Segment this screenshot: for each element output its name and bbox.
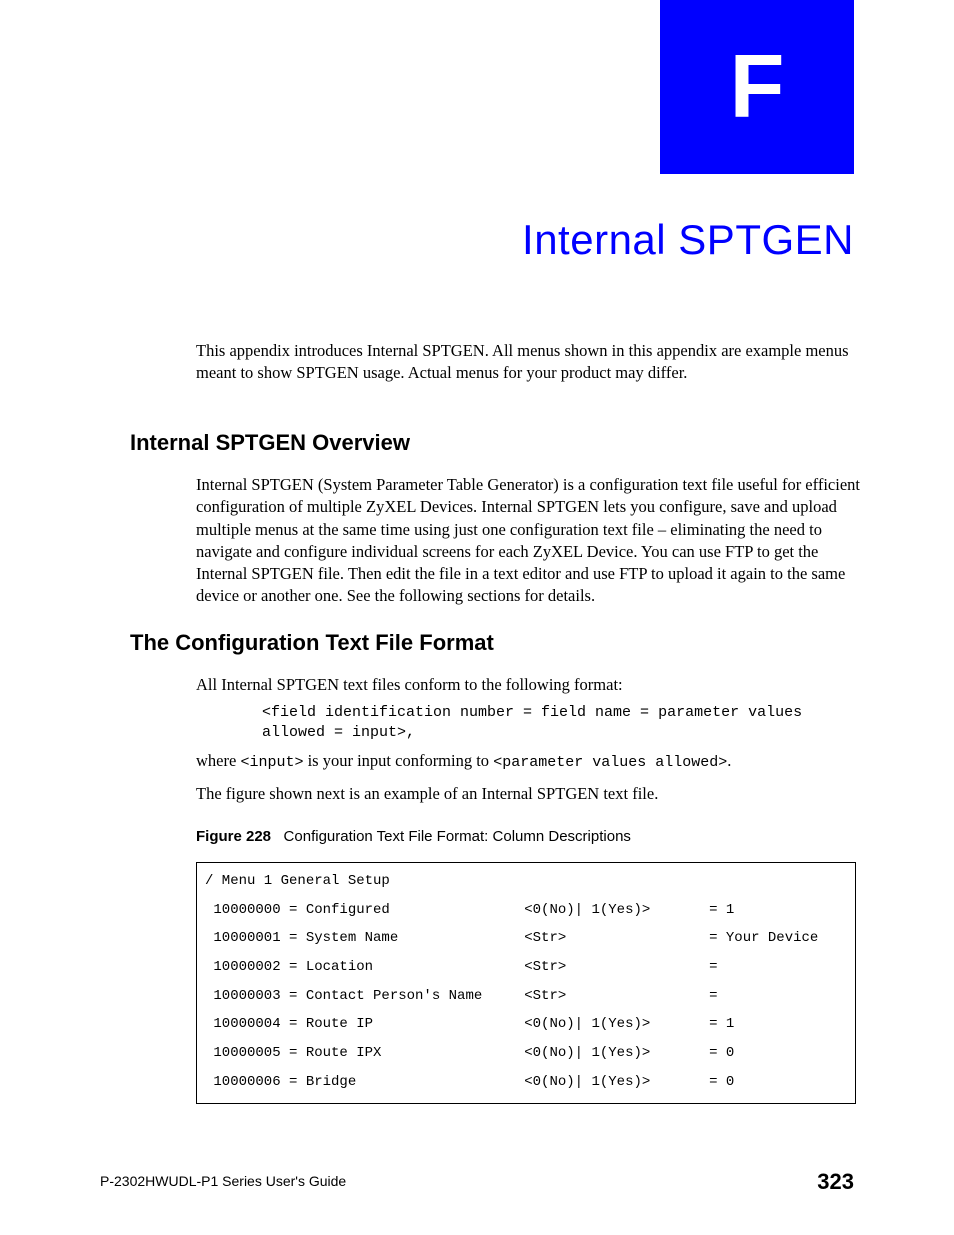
figure-caption-text: Configuration Text File Format: Column D… — [284, 828, 631, 845]
footer-page-number: 323 — [817, 1169, 854, 1195]
page: F Internal SPTGEN This appendix introduc… — [0, 0, 954, 1235]
where-code-allowed: <parameter values allowed> — [493, 754, 727, 771]
where-prefix: where — [196, 751, 240, 770]
chapter-title: Internal SPTGEN — [522, 216, 854, 264]
appendix-letter: F — [730, 37, 785, 137]
appendix-letter-box: F — [660, 0, 854, 174]
config-text-file-box: / Menu 1 General Setup 10000000 = Config… — [196, 862, 856, 1104]
where-mid: is your input conforming to — [303, 751, 493, 770]
section-heading-overview: Internal SPTGEN Overview — [130, 430, 410, 456]
figure-caption: Figure 228 Configuration Text File Forma… — [196, 828, 631, 845]
where-code-input: <input> — [240, 754, 303, 771]
section-body-overview: Internal SPTGEN (System Parameter Table … — [196, 474, 862, 608]
format-spec-code: <field identification number = field nam… — [262, 703, 862, 744]
intro-paragraph: This appendix introduces Internal SPTGEN… — [196, 340, 856, 385]
footer-guide-title: P-2302HWUDL-P1 Series User's Guide — [100, 1173, 346, 1189]
where-suffix: . — [727, 751, 731, 770]
where-paragraph: where <input> is your input conforming t… — [196, 750, 856, 773]
format-lead-paragraph: All Internal SPTGEN text files conform t… — [196, 674, 856, 696]
section-heading-format: The Configuration Text File Format — [130, 630, 494, 656]
example-note-paragraph: The figure shown next is an example of a… — [196, 783, 856, 805]
figure-label: Figure 228 — [196, 828, 271, 845]
